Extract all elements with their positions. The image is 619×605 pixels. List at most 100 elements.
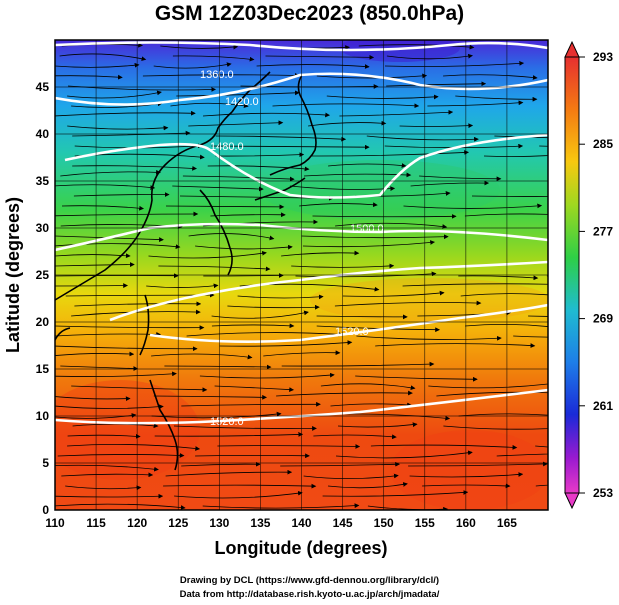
x-tick-label: 145 (333, 516, 353, 530)
y-axis-ticks: 0 5 10 15 20 25 30 35 40 45 (36, 80, 50, 517)
colorbar-label: 253 (593, 486, 613, 500)
streamline (164, 364, 272, 370)
contour-label: 1480.0 (210, 141, 244, 153)
x-tick-label: 115 (86, 516, 106, 530)
streamline (170, 102, 249, 109)
streamline (55, 262, 135, 267)
streamline (151, 353, 253, 360)
streamline (203, 273, 284, 278)
streamline (342, 290, 445, 297)
x-tick-label: 150 (374, 516, 394, 530)
y-tick-label: 0 (42, 503, 49, 517)
streamline (295, 271, 437, 278)
streamline (458, 413, 548, 417)
streamline (57, 453, 185, 458)
streamline (172, 185, 264, 192)
streamline (72, 130, 191, 137)
y-axis-label: Latitude (degrees) (3, 197, 23, 353)
streamline (436, 391, 548, 397)
streamline (207, 165, 310, 172)
streamline (176, 90, 300, 97)
height-contours (55, 41, 548, 425)
streamline (215, 152, 305, 158)
x-axis-ticks: 110 115 120 125 130 135 140 145 150 155 160 165 (45, 516, 517, 530)
streamline (276, 390, 413, 397)
streamline (410, 180, 490, 187)
streamline (55, 184, 156, 190)
colorbar: 293 285 277 269 261 253 (564, 40, 613, 510)
streamline (443, 74, 538, 80)
streamline (151, 411, 282, 419)
plot-frame (54, 39, 549, 511)
streamline (67, 443, 201, 451)
streamline (460, 293, 548, 297)
streamline (358, 44, 475, 50)
streamline (55, 325, 205, 331)
x-tick-label: 155 (415, 516, 435, 530)
y-tick-label: 15 (36, 362, 50, 376)
streamline (366, 135, 479, 142)
streamline (302, 240, 435, 248)
streamline (301, 234, 449, 240)
streamline (312, 213, 457, 219)
streamline (408, 461, 548, 467)
streamline (215, 135, 347, 142)
streamline (55, 404, 164, 410)
streamline (55, 464, 159, 472)
streamline (334, 300, 482, 307)
colorbar-label: 261 (593, 399, 613, 413)
streamline (483, 155, 548, 158)
streamline (146, 283, 219, 289)
streamline (256, 64, 370, 69)
streamline (55, 211, 199, 217)
y-tick-label: 5 (42, 456, 49, 470)
streamline (199, 372, 335, 379)
colorbar-top-arrow (564, 40, 580, 58)
streamline (55, 503, 186, 510)
contour-label: 1520.0 (210, 416, 244, 428)
streamline (550, 476, 619, 480)
streamline (55, 351, 135, 357)
streamline (55, 331, 161, 337)
streamline (403, 203, 543, 209)
colorbar-bottom-arrow (564, 492, 580, 510)
colorbar-label: 277 (593, 224, 613, 238)
streamline (219, 340, 353, 347)
streamline (55, 493, 164, 499)
streamline (55, 62, 140, 68)
streamline (355, 375, 478, 382)
streamline (303, 473, 399, 480)
streamline (181, 461, 261, 467)
streamline (67, 125, 169, 131)
x-tick-label: 130 (209, 516, 229, 530)
streamline (464, 213, 548, 217)
streamline (67, 90, 162, 99)
streamline (280, 461, 400, 467)
streamline (386, 81, 487, 87)
streamline (217, 444, 361, 449)
streamline (337, 422, 418, 428)
streamline (370, 444, 518, 450)
streamline (471, 195, 548, 197)
streamline (172, 55, 255, 62)
streamline (55, 283, 128, 288)
x-tick-label: 110 (45, 516, 65, 530)
contour-labels: 1360.0 1420.0 1480.0 1500.0 1520.0 1520.… (200, 69, 384, 428)
streamline (173, 425, 317, 431)
streamline (182, 175, 295, 182)
credit-data: Data from http://database.rish.kyoto-u.a… (179, 589, 440, 600)
streamline (513, 335, 548, 338)
streamline (281, 361, 435, 367)
colorbar-label: 293 (593, 50, 613, 64)
streamline (214, 385, 294, 392)
streamline (195, 453, 310, 459)
contour-label: 1500.0 (350, 223, 384, 235)
streamline (186, 331, 343, 337)
streamline (375, 343, 536, 348)
streamline (320, 383, 416, 391)
streamline (67, 433, 141, 439)
x-axis-label: Longitude (degrees) (214, 538, 387, 558)
streamline (61, 472, 154, 478)
streamline (281, 250, 360, 257)
x-tick-label: 165 (497, 516, 517, 530)
